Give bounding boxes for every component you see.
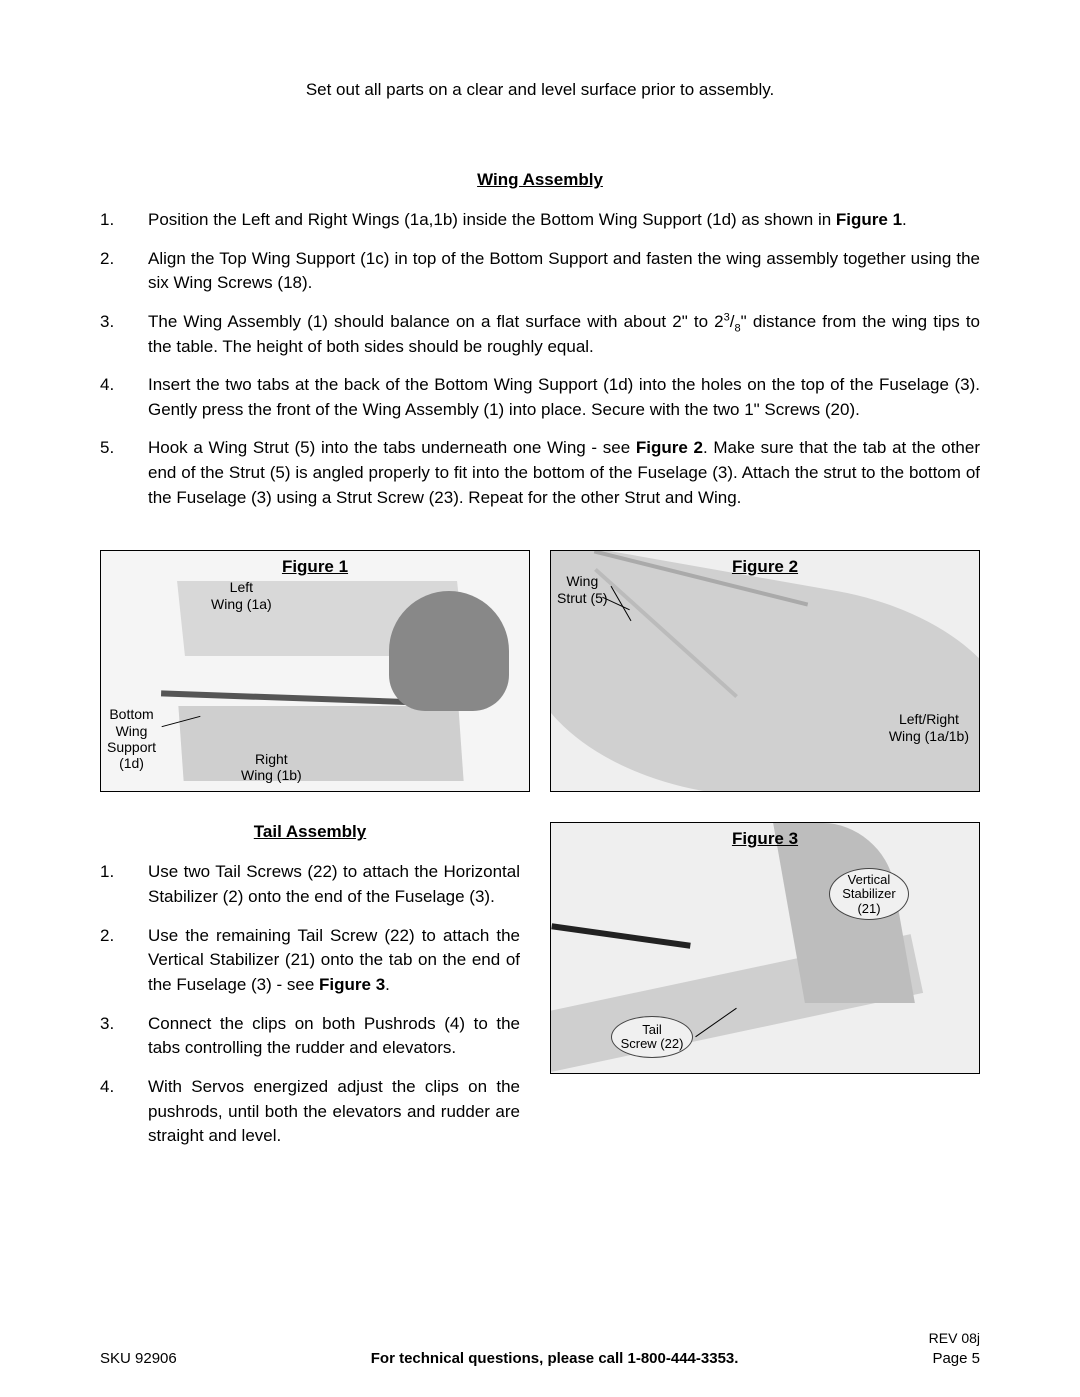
step-text: Use two Tail Screws (22) to attach the H… <box>148 860 520 909</box>
fig2-title: Figure 2 <box>732 557 798 577</box>
step-text: Hook a Wing Strut (5) into the tabs unde… <box>148 436 980 510</box>
step-num: 2. <box>100 924 148 998</box>
tail-step: 1.Use two Tail Screws (22) to attach the… <box>100 860 520 909</box>
fig3-title: Figure 3 <box>732 829 798 849</box>
fig1-hand <box>389 591 509 711</box>
page-footer: REV 08j SKU 92906 For technical question… <box>100 1330 980 1367</box>
figure-2: Figure 2 WingStrut (5) Left/RightWing (1… <box>550 550 980 792</box>
intro-text: Set out all parts on a clear and level s… <box>100 80 980 100</box>
step-text: Use the remaining Tail Screw (22) to att… <box>148 924 520 998</box>
step-num: 1. <box>100 860 148 909</box>
step-num: 3. <box>100 310 148 359</box>
page: Set out all parts on a clear and level s… <box>0 0 1080 1397</box>
step-num: 1. <box>100 208 148 233</box>
wing-step: 5.Hook a Wing Strut (5) into the tabs un… <box>100 436 980 510</box>
tail-section-row: Tail Assembly 1.Use two Tail Screws (22)… <box>100 822 980 1162</box>
tail-right-col: Figure 3 VerticalStabilizer(21) TailScre… <box>550 822 980 1074</box>
fig1-label-bottomsupport: BottomWingSupport(1d) <box>107 706 156 770</box>
wing-section-title: Wing Assembly <box>100 170 980 190</box>
wing-step: 4.Insert the two tabs at the back of the… <box>100 373 980 422</box>
footer-rev: REV 08j <box>100 1330 980 1346</box>
tail-section-title: Tail Assembly <box>100 822 520 842</box>
tail-step: 4.With Servos energized adjust the clips… <box>100 1075 520 1149</box>
footer-sku: SKU 92906 <box>100 1350 177 1367</box>
step-num: 4. <box>100 373 148 422</box>
footer-row: SKU 92906 For technical questions, pleas… <box>100 1350 980 1367</box>
tail-left-col: Tail Assembly 1.Use two Tail Screws (22)… <box>100 822 520 1162</box>
tail-step: 2.Use the remaining Tail Screw (22) to a… <box>100 924 520 998</box>
step-text: With Servos energized adjust the clips o… <box>148 1075 520 1149</box>
figure-1: Figure 1 LeftWing (1a) RightWing (1b) Bo… <box>100 550 530 792</box>
step-text: Insert the two tabs at the back of the B… <box>148 373 980 422</box>
figures-row: Figure 1 LeftWing (1a) RightWing (1b) Bo… <box>100 550 980 792</box>
step-text: Position the Left and Right Wings (1a,1b… <box>148 208 980 233</box>
wing-step: 1.Position the Left and Right Wings (1a,… <box>100 208 980 233</box>
fig1-wing-bot <box>178 706 463 781</box>
step-text: Connect the clips on both Pushrods (4) t… <box>148 1012 520 1061</box>
step-text: The Wing Assembly (1) should balance on … <box>148 310 980 359</box>
wing-steps: 1.Position the Left and Right Wings (1a,… <box>100 208 980 510</box>
fig1-title: Figure 1 <box>282 557 348 577</box>
fig1-label-rightwing: RightWing (1b) <box>241 751 302 783</box>
footer-mid: For technical questions, please call 1-8… <box>371 1350 739 1367</box>
tail-steps: 1.Use two Tail Screws (22) to attach the… <box>100 860 520 1148</box>
tail-step: 3.Connect the clips on both Pushrods (4)… <box>100 1012 520 1061</box>
wing-step: 2.Align the Top Wing Support (1c) in top… <box>100 247 980 296</box>
footer-page: Page 5 <box>932 1350 980 1367</box>
wing-step: 3.The Wing Assembly (1) should balance o… <box>100 310 980 359</box>
step-text: Align the Top Wing Support (1c) in top o… <box>148 247 980 296</box>
step-num: 2. <box>100 247 148 296</box>
step-num: 4. <box>100 1075 148 1149</box>
fig2-label-strut: WingStrut (5) <box>557 573 608 605</box>
fig1-label-leftwing: LeftWing (1a) <box>211 579 272 611</box>
fig2-label-wing: Left/RightWing (1a/1b) <box>889 711 969 743</box>
figure-3: Figure 3 VerticalStabilizer(21) TailScre… <box>550 822 980 1074</box>
step-num: 5. <box>100 436 148 510</box>
step-num: 3. <box>100 1012 148 1061</box>
